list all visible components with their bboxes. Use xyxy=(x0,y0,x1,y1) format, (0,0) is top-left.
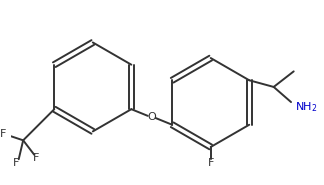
Text: F: F xyxy=(33,153,40,163)
Text: F: F xyxy=(13,158,20,168)
Text: O: O xyxy=(147,112,156,122)
Text: F: F xyxy=(0,129,6,139)
Text: F: F xyxy=(207,158,214,168)
Text: NH$_2$: NH$_2$ xyxy=(295,100,318,114)
